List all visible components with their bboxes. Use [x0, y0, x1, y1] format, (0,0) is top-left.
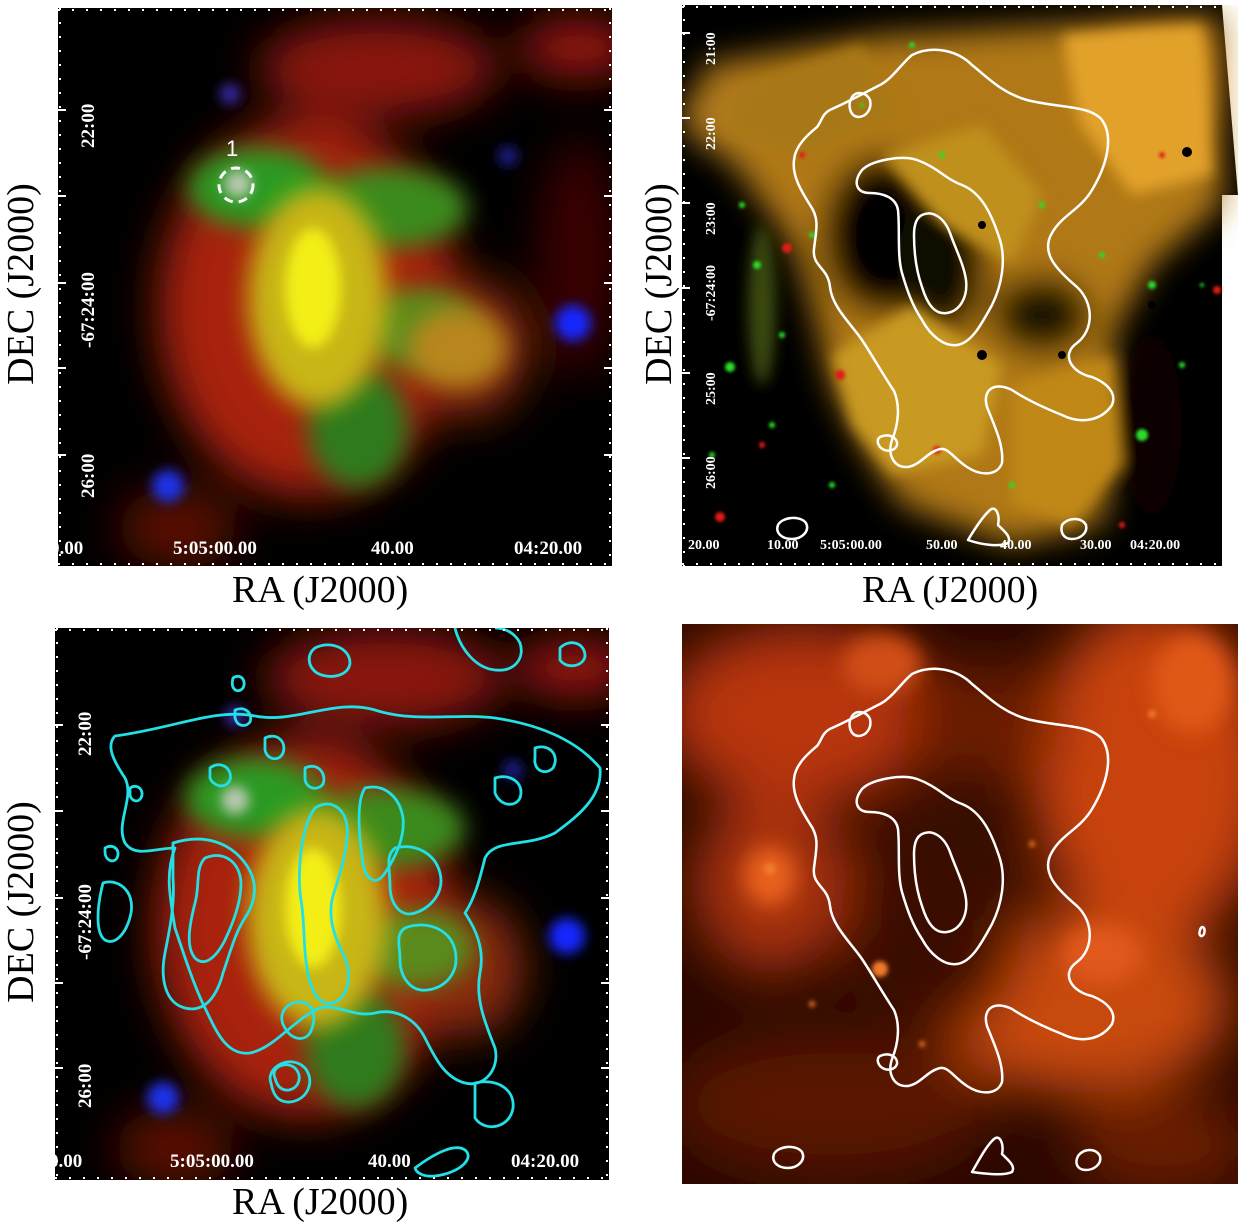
panel-bottom-right — [682, 624, 1238, 1184]
panel-top-right: 20.00 10.00 5:05:00.00 50.00 40.00 30.00… — [682, 5, 1238, 566]
bottom-left-frame-ticks — [55, 628, 609, 1180]
bottom-left-xlabel: RA (J2000) — [232, 1181, 409, 1223]
source-1-circle — [217, 166, 255, 204]
source-label: 1 — [226, 136, 239, 161]
panel-top-left: 1 0.00 5:05:00.00 40.00 04:20.00 22:00 -… — [58, 8, 612, 566]
bottom-right-contours — [772, 667, 1206, 1176]
top-left-image — [58, 8, 612, 566]
y-tick: 21:00 — [704, 32, 719, 65]
x-tick: 50.00 — [926, 538, 958, 553]
y-tick: 22:00 — [704, 117, 719, 150]
y-tick: 23:00 — [704, 202, 719, 235]
y-tick: 26:00 — [75, 1063, 96, 1108]
x-tick: 5:05:00.00 — [170, 1151, 254, 1172]
x-tick: 40.00 — [1000, 538, 1032, 553]
x-tick: 10.00 — [767, 538, 799, 553]
top-right-contours — [776, 48, 1115, 547]
x-tick: 40.00 — [371, 538, 414, 559]
top-right-frame-ticks — [682, 5, 1222, 566]
x-tick: 40.00 — [368, 1151, 411, 1172]
bottom-left-contours — [96, 628, 602, 1178]
x-tick: 04:20.00 — [511, 1151, 580, 1172]
bottom-right-image — [682, 624, 1238, 1184]
y-tick: -67:24:00 — [78, 272, 99, 348]
top-right-image — [682, 5, 1238, 566]
panel-bottom-left: 0.00 5:05:00.00 40.00 04:20.00 22:00 -67… — [55, 628, 609, 1180]
x-tick: 20.00 — [688, 538, 720, 553]
x-tick: 04:20.00 — [1130, 538, 1181, 553]
x-tick: 5:05:00.00 — [173, 538, 257, 559]
x-tick: 0.00 — [58, 538, 84, 559]
x-tick: 0.00 — [55, 1151, 83, 1172]
x-tick: 04:20.00 — [514, 538, 583, 559]
y-tick: 26:00 — [704, 456, 719, 489]
top-left-xlabel: RA (J2000) — [232, 569, 409, 611]
bottom-left-image — [55, 628, 609, 1180]
top-right-xlabel: RA (J2000) — [862, 569, 1039, 611]
y-tick: 26:00 — [78, 453, 99, 498]
top-left-frame-ticks — [58, 8, 612, 566]
x-tick: 30.00 — [1080, 538, 1112, 553]
x-tick: 5:05:00.00 — [820, 538, 882, 553]
y-tick: 22:00 — [75, 711, 96, 756]
top-right-ylabel: DEC (J2000) — [638, 183, 680, 385]
bottom-left-ylabel: DEC (J2000) — [0, 801, 42, 1003]
y-tick: -67:24:00 — [704, 265, 719, 321]
y-tick: 22:00 — [78, 103, 99, 148]
top-left-ylabel: DEC (J2000) — [0, 183, 42, 385]
y-tick: -67:24:00 — [75, 884, 96, 960]
y-tick: 25:00 — [704, 372, 719, 405]
